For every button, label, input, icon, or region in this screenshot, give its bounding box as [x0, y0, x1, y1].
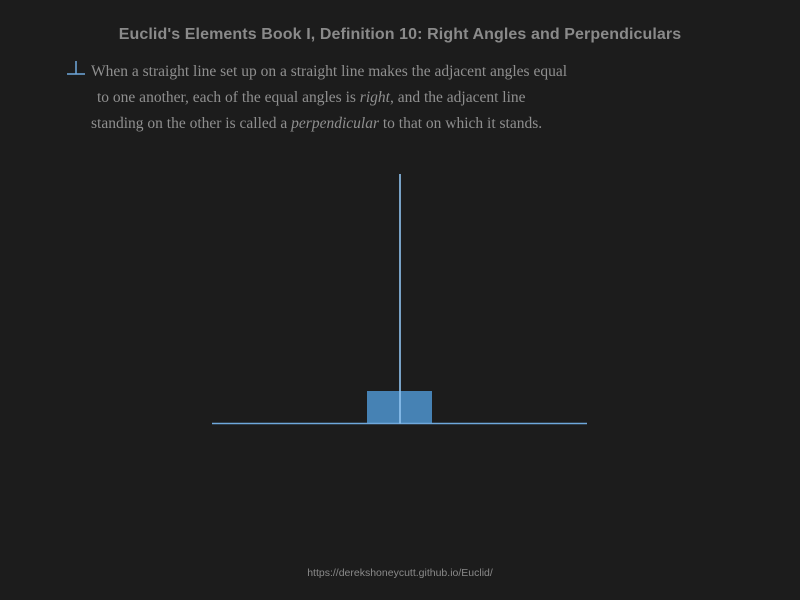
- definition-text: When a straight line set up on a straigh…: [91, 59, 651, 137]
- footer-url: https://derekshoneycutt.github.io/Euclid…: [307, 567, 493, 579]
- term-right: right: [359, 89, 390, 106]
- definition-line-3: standing on the other is called a perpen…: [91, 111, 651, 137]
- definition-line-1: When a straight line set up on a straigh…: [91, 63, 568, 80]
- term-perpendicular: perpendicular: [291, 115, 379, 132]
- perpendicular-icon: [67, 61, 85, 75]
- definition-line-2-post: , and the adjacent line: [389, 89, 526, 106]
- definition-line-3-post: to that on which it stands.: [378, 115, 543, 132]
- definition-line-2: to one another, each of the equal angles…: [91, 85, 651, 111]
- definition-line-2-pre: to one another, each of the equal angles…: [97, 89, 360, 106]
- definition-line-3-pre: standing on the other is called a: [91, 115, 292, 132]
- page-title: Euclid's Elements Book I, Definition 10:…: [118, 26, 682, 43]
